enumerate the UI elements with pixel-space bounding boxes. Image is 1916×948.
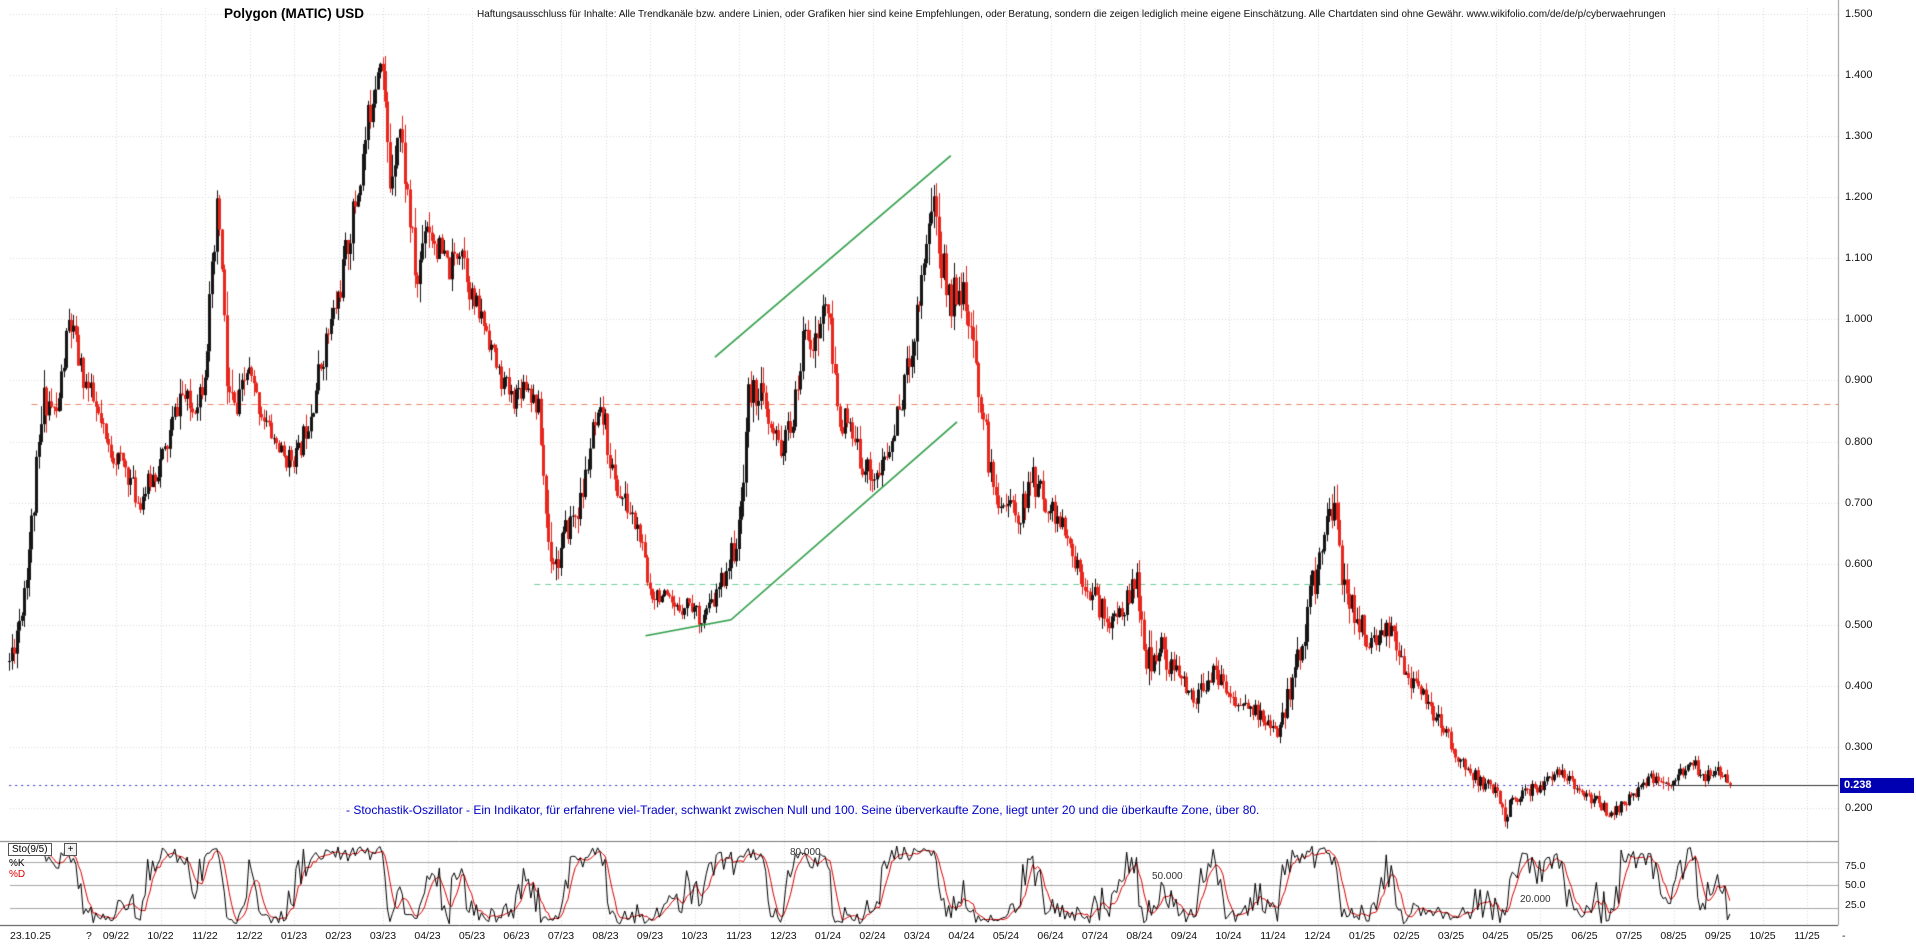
month-label: 12/22 xyxy=(236,930,263,942)
month-label: 05/24 xyxy=(992,930,1020,942)
month-label: 06/23 xyxy=(503,930,530,942)
current-price-badge: 0.238 xyxy=(1840,778,1914,793)
axis-marker: ? xyxy=(86,930,92,942)
price-tick-label: 1.400 xyxy=(1845,69,1873,82)
month-label: 11/22 xyxy=(192,930,218,942)
price-tick-label: 0.500 xyxy=(1845,618,1873,631)
stochastic-note: - Stochastik-Oszillator - Ein Indikator,… xyxy=(346,803,1260,817)
percent-k-label: %K xyxy=(9,858,25,869)
price-tick-label: 0.200 xyxy=(1845,802,1873,814)
month-label: 11/24 xyxy=(1260,930,1286,942)
month-label: 11/23 xyxy=(726,930,752,942)
level-80-label: 80.000 xyxy=(790,847,821,858)
price-tick-label: 1.300 xyxy=(1845,130,1873,143)
month-label: 01/25 xyxy=(1348,930,1376,942)
month-label: 02/25 xyxy=(1393,930,1420,942)
level-50-label: 50.000 xyxy=(1152,871,1183,882)
disclaimer-text: Haftungsausschluss für Inhalte: Alle Tre… xyxy=(477,9,1666,20)
price-tick-label: 1.500 xyxy=(1845,7,1873,20)
price-tick-label: 1.100 xyxy=(1845,252,1873,265)
month-label: 08/23 xyxy=(592,930,619,942)
month-label: 04/23 xyxy=(414,930,441,942)
month-label: 01/24 xyxy=(814,930,842,942)
month-label: 12/24 xyxy=(1304,930,1331,942)
month-label: 08/25 xyxy=(1660,930,1687,942)
month-label: 10/24 xyxy=(1215,930,1242,942)
month-label: 01/23 xyxy=(280,930,308,942)
price-tick-label: 1.200 xyxy=(1845,191,1873,204)
oscillator-tick-label: 75.0 xyxy=(1845,859,1866,872)
month-label: 04/25 xyxy=(1482,930,1509,942)
month-label: 12/23 xyxy=(770,930,797,942)
month-label: 11/25 xyxy=(1794,930,1820,942)
level-20-label: 20.000 xyxy=(1520,894,1551,905)
price-tick-label: 0.400 xyxy=(1845,679,1873,692)
month-label: 10/23 xyxy=(681,930,708,942)
month-label: 02/23 xyxy=(325,930,352,942)
month-label: 06/24 xyxy=(1037,930,1064,942)
month-label: 07/23 xyxy=(547,930,575,942)
month-label: 09/25 xyxy=(1704,930,1732,942)
price-tick-label: 0.800 xyxy=(1845,435,1873,448)
chart-title: Polygon (MATIC) USD xyxy=(224,6,364,21)
month-label: 03/24 xyxy=(903,930,931,942)
month-label: 08/24 xyxy=(1126,930,1153,942)
month-label: 03/25 xyxy=(1437,930,1465,942)
date-stamp: 23.10.25 xyxy=(10,930,51,942)
price-tick-label: 0.600 xyxy=(1845,557,1873,570)
time-axis-suffix: - xyxy=(1842,930,1846,942)
month-label: 07/24 xyxy=(1081,930,1109,942)
month-label: 06/25 xyxy=(1571,930,1598,942)
indicator-label[interactable]: Sto(9/5) xyxy=(8,843,52,856)
month-label: 05/23 xyxy=(458,930,486,942)
price-tick-label: 0.700 xyxy=(1845,496,1873,509)
month-label: 10/22 xyxy=(147,930,174,942)
month-label: 04/24 xyxy=(948,930,975,942)
month-label: 03/23 xyxy=(369,930,397,942)
month-label: 07/25 xyxy=(1615,930,1643,942)
month-label: 09/22 xyxy=(102,930,130,942)
price-tick-label: 0.900 xyxy=(1845,374,1873,387)
price-tick-label: 0.300 xyxy=(1845,740,1873,753)
price-tick-label: 1.000 xyxy=(1845,313,1873,326)
oscillator-tick-label: 25.0 xyxy=(1845,898,1866,911)
percent-d-label: %D xyxy=(9,869,26,880)
month-label: 05/25 xyxy=(1526,930,1554,942)
month-label: 09/23 xyxy=(636,930,664,942)
indicator-add-button[interactable]: + xyxy=(64,843,77,856)
month-label: 10/25 xyxy=(1749,930,1776,942)
oscillator-tick-label: 50.0 xyxy=(1845,879,1866,891)
month-label: 02/24 xyxy=(859,930,886,942)
month-label: 09/24 xyxy=(1170,930,1198,942)
